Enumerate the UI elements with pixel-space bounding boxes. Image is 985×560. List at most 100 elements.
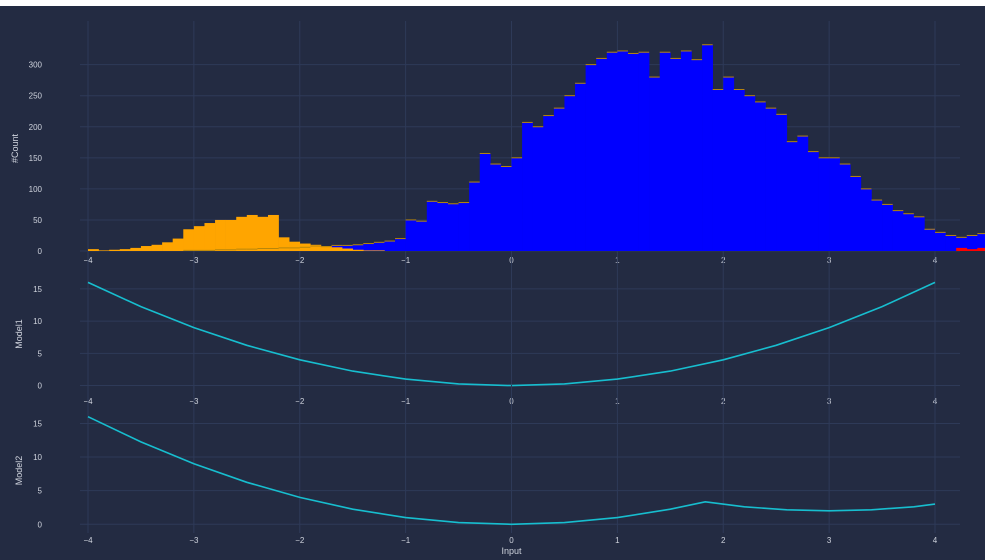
- model2-ylabel: Model2: [14, 456, 24, 486]
- histogram-bar: [585, 64, 597, 251]
- y-tick-label: 10: [33, 453, 42, 462]
- histogram-bar: [458, 202, 470, 251]
- histogram-bar: [246, 214, 258, 251]
- histogram-bar: [765, 108, 777, 251]
- model2-panel: −4 −3 −2 −1 0 1 2 3 4 0 5 10 15 Model2 Input: [14, 385, 960, 556]
- histogram-bar: [289, 241, 301, 251]
- x-tick-label: 1: [615, 536, 620, 545]
- histogram-bar: [490, 164, 502, 251]
- histogram-bar: [733, 89, 745, 251]
- histogram-bar: [363, 250, 375, 251]
- histogram-bar: [776, 114, 788, 251]
- histogram-bar: [278, 237, 290, 251]
- histogram-bar: [172, 238, 184, 251]
- histogram-bar: [818, 157, 830, 251]
- x-tick-label: −4: [83, 536, 93, 545]
- histogram-bar: [416, 221, 428, 251]
- y-tick-label: 10: [33, 317, 42, 326]
- histogram-bar: [405, 219, 417, 251]
- histogram-bar: [755, 101, 766, 251]
- histogram-bar: [384, 241, 396, 251]
- histogram-bar: [913, 216, 925, 251]
- histogram-bar: [426, 201, 438, 251]
- histogram-bar: [839, 164, 851, 251]
- x-tick-label: −1: [401, 536, 411, 545]
- histogram-bar: [977, 247, 985, 251]
- y-tick-label: 0: [38, 382, 43, 391]
- histogram-bar: [162, 242, 173, 251]
- histogram-bar: [225, 219, 237, 251]
- histogram-bar: [204, 223, 216, 251]
- histogram-bar: [373, 242, 385, 251]
- y-tick-label: 0: [38, 520, 43, 529]
- histogram-bar: [606, 52, 618, 251]
- histogram-bar: [193, 226, 205, 251]
- histogram-bar: [691, 59, 703, 251]
- model2-xlabel: Input: [501, 546, 522, 556]
- histogram-bar: [680, 50, 692, 251]
- histogram-bar: [649, 77, 661, 251]
- histogram-bar: [638, 52, 650, 251]
- histogram-bar: [850, 176, 862, 251]
- histogram-bar: [352, 244, 364, 251]
- histogram-bar: [469, 182, 481, 251]
- model-curve: [87, 415, 936, 526]
- histogram-bar: [236, 216, 248, 251]
- histogram-bar: [860, 188, 872, 251]
- histogram-bar: [956, 237, 968, 251]
- y-tick-label: 0: [38, 247, 43, 256]
- histogram-bar: [712, 89, 724, 251]
- histogram-bar: [363, 243, 375, 251]
- histogram-bar: [882, 204, 893, 251]
- histogram-bar: [871, 200, 883, 251]
- histogram-bar: [956, 247, 968, 251]
- multi-panel-chart: −4−3−2−101234050100150200250300 #Count −…: [10, 21, 985, 556]
- y-tick-label: 5: [38, 349, 43, 358]
- histogram-bar: [342, 248, 353, 251]
- histogram-bar: [352, 249, 364, 251]
- histogram-bar: [342, 245, 353, 251]
- histogram-bar: [500, 166, 512, 251]
- histogram-bar: [98, 250, 110, 251]
- histogram-bar: [564, 95, 576, 252]
- histogram-bar: [543, 115, 555, 251]
- histogram-bar: [829, 157, 841, 251]
- x-tick-label: −3: [189, 536, 199, 545]
- x-tick-label: 4: [933, 536, 938, 545]
- histogram-bar: [511, 157, 523, 251]
- y-tick-label: 100: [29, 185, 43, 194]
- histogram-bar: [659, 52, 671, 251]
- histogram-bar: [331, 247, 343, 251]
- histogram-bar: [522, 122, 533, 251]
- y-tick-label: 50: [33, 216, 42, 225]
- histogram-panel: −4−3−2−101234050100150200250300 #Count: [10, 21, 985, 265]
- histogram-bar: [395, 238, 406, 251]
- x-tick-label: 2: [721, 536, 726, 545]
- x-tick-label: 0: [509, 536, 514, 545]
- histogram-bar: [215, 219, 226, 251]
- histogram-bar: [140, 246, 152, 251]
- histogram-bar: [627, 53, 639, 251]
- model1-ylabel: Model1: [14, 319, 24, 349]
- y-tick-label: 15: [33, 419, 42, 428]
- histogram-bar: [109, 249, 121, 251]
- y-tick-label: 250: [29, 92, 43, 101]
- histogram-bar: [744, 95, 756, 252]
- y-tick-label: 300: [29, 61, 43, 70]
- histogram-ylabel: #Count: [10, 133, 20, 163]
- histogram-bar: [183, 229, 195, 251]
- histogram-bar: [320, 246, 332, 251]
- histogram-bar: [373, 250, 385, 251]
- histogram-bar: [257, 216, 269, 251]
- histogram-bar: [532, 126, 544, 251]
- histogram-bar: [267, 214, 279, 251]
- histogram-bar: [670, 58, 682, 252]
- histogram-bar: [945, 235, 957, 251]
- histogram-bar: [797, 136, 809, 251]
- histogram-bar: [575, 83, 586, 251]
- y-tick-label: 15: [33, 285, 42, 294]
- histogram-bar: [903, 213, 915, 251]
- histogram-bar: [437, 202, 449, 251]
- histogram-bar: [723, 77, 735, 251]
